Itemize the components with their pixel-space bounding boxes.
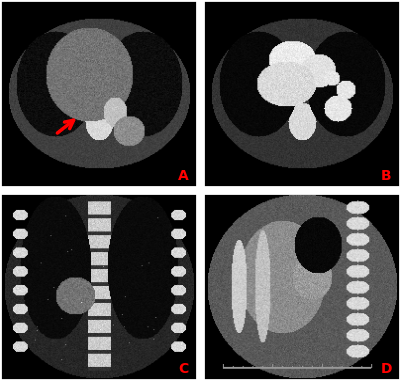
Text: A: A [178,169,189,183]
Text: C: C [178,362,188,376]
Text: B: B [381,169,392,183]
Text: D: D [380,362,392,376]
